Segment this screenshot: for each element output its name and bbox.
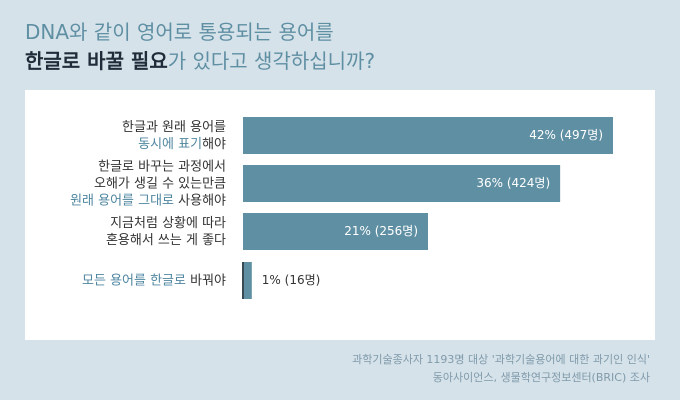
text-line: 한글로 바꿀 필요가 있다고 생각하십니까? [25, 49, 375, 73]
text-segment: 원래 용어를 그대로 [70, 193, 174, 208]
text-line: 혼용해서 쓰는 게 좋다 [106, 233, 226, 248]
text-line: 모든 용어를 한글로 바꿔야 [82, 273, 226, 288]
text-line: 오해가 생길 수 있는만큼 [94, 176, 226, 191]
bar [243, 213, 428, 250]
text-line: 지금처럼 상황에 따라 [110, 216, 226, 231]
footnote: 동아사이언스, 생물학연구정보센터(BRIC) 조사 [433, 371, 650, 384]
footnote: 과학기술종사자 1193명 대상 '과학기술용어에 대한 과기인 인식' [352, 353, 650, 366]
text-segment: 사용해야 [174, 193, 226, 208]
text-line: DNA와 같이 영어로 통용되는 용어를 [25, 20, 334, 44]
text-segment: 동시에 표기 [138, 137, 202, 152]
text-segment: DNA와 같이 영어로 통용되는 용어를 [25, 20, 334, 44]
value-label: 36% (424명) [476, 176, 550, 190]
text-segment: 오해가 생길 수 있는만큼 [94, 176, 226, 191]
text-segment: 한글로 바꾸는 과정에서 [98, 159, 226, 174]
text-segment: 지금처럼 상황에 따라 [110, 216, 226, 231]
text-segment: 한글로 바꿀 필요 [25, 49, 168, 73]
bar [243, 117, 613, 154]
bar [243, 262, 252, 299]
text-segment: 해야 [202, 137, 226, 152]
text-segment: 바꿔야 [186, 273, 226, 288]
text-line: 동시에 표기해야 [138, 137, 226, 152]
text-segment: 한글과 원래 용어를 [122, 120, 226, 135]
value-label: 1% (16명) [262, 273, 321, 287]
text-segment: 모든 용어를 한글로 [82, 273, 186, 288]
text-line: 한글로 바꾸는 과정에서 [98, 159, 226, 174]
text-segment: 가 있다고 생각하십니까? [168, 49, 375, 73]
text-line: 원래 용어를 그대로 사용해야 [70, 193, 226, 208]
text-segment: 혼용해서 쓰는 게 좋다 [106, 233, 226, 248]
value-label: 21% (256명) [344, 224, 418, 238]
bar [243, 165, 561, 202]
value-label: 42% (497명) [529, 128, 603, 142]
text-line: 한글과 원래 용어를 [122, 120, 226, 135]
